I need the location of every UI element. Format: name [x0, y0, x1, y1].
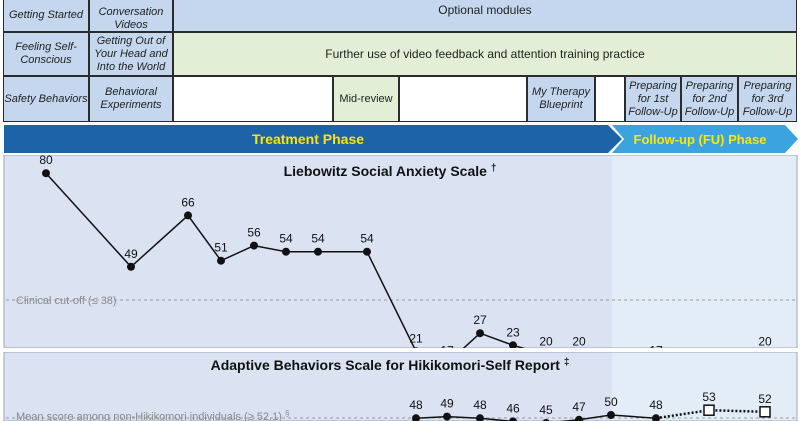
- lsas-point-8: [363, 247, 371, 256]
- lsas-point-6: [282, 247, 290, 256]
- lsas-label-15: 16: [604, 346, 618, 348]
- absh-point-7: [607, 411, 615, 419]
- absh-title-mark: ‡: [564, 357, 570, 368]
- module-preparing-1st: Preparing for 1st Follow-Up: [625, 76, 681, 122]
- lsas-chart: Liebowitz Social Anxiety Scale † Clinica…: [3, 155, 798, 348]
- lsas-point-2: [127, 262, 135, 271]
- absh-treatment-bg: [4, 352, 612, 421]
- absh-point-10: [759, 406, 771, 418]
- lsas-point-9: [413, 347, 419, 348]
- phase-arrow: Treatment Phase Follow-up (FU) Phase: [4, 125, 798, 153]
- lsas-label-2: 49: [124, 247, 138, 261]
- module-getting-out-of-head: Getting Out of Your Head and Into the Wo…: [89, 32, 173, 76]
- module-further-use: Further use of video feedback and attent…: [173, 32, 797, 76]
- lsas-point-7: [314, 247, 322, 256]
- lsas-label-5: 56: [247, 226, 261, 240]
- lsas-label-7: 54: [311, 232, 325, 246]
- module-feeling-self-conscious: Feeling Self-Conscious: [3, 32, 89, 76]
- absh-label-5: 45: [539, 403, 553, 417]
- treatment-phase-arrow: [4, 125, 622, 153]
- lsas-point-4: [217, 256, 225, 265]
- absh-label-10: 52: [758, 392, 772, 406]
- lsas-title-mark: †: [491, 163, 497, 174]
- module-getting-started: Getting Started: [3, 0, 89, 32]
- absh-label-8: 48: [649, 398, 663, 412]
- lsas-frame: [3, 155, 798, 348]
- module-preparing-2nd: Preparing for 2nd Follow-Up: [681, 76, 738, 122]
- absh-label-9: 53: [702, 390, 716, 404]
- lsas-point-3: [184, 211, 192, 220]
- followup-phase-label: Follow-up (FU) Phase: [634, 132, 767, 147]
- module-preparing-3rd: Preparing for 3rd Follow-Up: [738, 76, 797, 122]
- module-optional: Optional modules: [173, 0, 797, 32]
- absh-title-text: Adaptive Behaviors Scale for Hikikomori-…: [211, 357, 561, 373]
- lsas-point-11: [476, 329, 484, 338]
- module-blank-3: [595, 76, 625, 122]
- lsas-label-12: 23: [506, 325, 520, 339]
- absh-series-line: [415, 414, 657, 421]
- absh-reference-mark: §: [285, 409, 289, 418]
- lsas-title: Liebowitz Social Anxiety Scale †: [284, 163, 497, 179]
- module-blank-2: [399, 76, 527, 122]
- lsas-label-13: 20: [539, 334, 553, 348]
- lsas-label-4: 51: [214, 241, 228, 255]
- module-conversation-videos: Conversation Videos: [89, 0, 173, 32]
- lsas-label-11: 27: [473, 313, 487, 327]
- lsas-followup-bg: [612, 155, 797, 348]
- absh-point-2: [443, 412, 451, 421]
- absh-label-6: 47: [572, 400, 586, 414]
- module-mid-review: Mid-review: [333, 76, 399, 122]
- absh-reference-label-text: Mean score among non-Hikikomori individu…: [16, 411, 282, 421]
- treatment-phase-label: Treatment Phase: [252, 131, 364, 147]
- absh-label-2: 49: [440, 397, 454, 411]
- lsas-point-1: [42, 169, 50, 178]
- lsas-cutoff-label: Clinical cut-off (≤ 38): [16, 295, 117, 307]
- absh-label-1: 48: [409, 398, 423, 412]
- lsas-label-1: 80: [39, 155, 53, 167]
- followup-phase-arrow: [612, 125, 798, 153]
- absh-label-3: 48: [473, 398, 487, 412]
- module-safety-behaviors: Safety Behaviors: [3, 76, 89, 122]
- absh-reference-label: Mean score among non-Hikikomori individu…: [16, 409, 289, 421]
- lsas-label-14: 20: [572, 334, 586, 348]
- absh-chart: Adaptive Behaviors Scale for Hikikomori-…: [3, 352, 798, 421]
- absh-title: Adaptive Behaviors Scale for Hikikomori-…: [211, 357, 570, 373]
- absh-label-4: 46: [506, 401, 520, 415]
- lsas-label-6: 54: [279, 232, 293, 246]
- absh-label-7: 50: [604, 395, 618, 409]
- lsas-label-9: 21: [409, 331, 423, 345]
- module-blank-1: [173, 76, 333, 122]
- lsas-label-8: 54: [360, 232, 374, 246]
- lsas-point-12: [509, 341, 517, 348]
- lsas-label-16: 17: [649, 343, 663, 348]
- lsas-series-line: [45, 172, 526, 348]
- lsas-title-text: Liebowitz Social Anxiety Scale: [284, 163, 488, 179]
- lsas-label-18: 20: [758, 334, 772, 348]
- absh-point-9: [703, 404, 715, 416]
- lsas-label-3: 66: [181, 195, 195, 209]
- lsas-label-10: 17: [440, 343, 454, 348]
- absh-frame: [3, 352, 798, 421]
- lsas-point-5: [250, 241, 258, 250]
- module-behavioral-experiments: Behavioral Experiments: [89, 76, 173, 122]
- module-my-therapy-blueprint: My Therapy Blueprint: [527, 76, 595, 122]
